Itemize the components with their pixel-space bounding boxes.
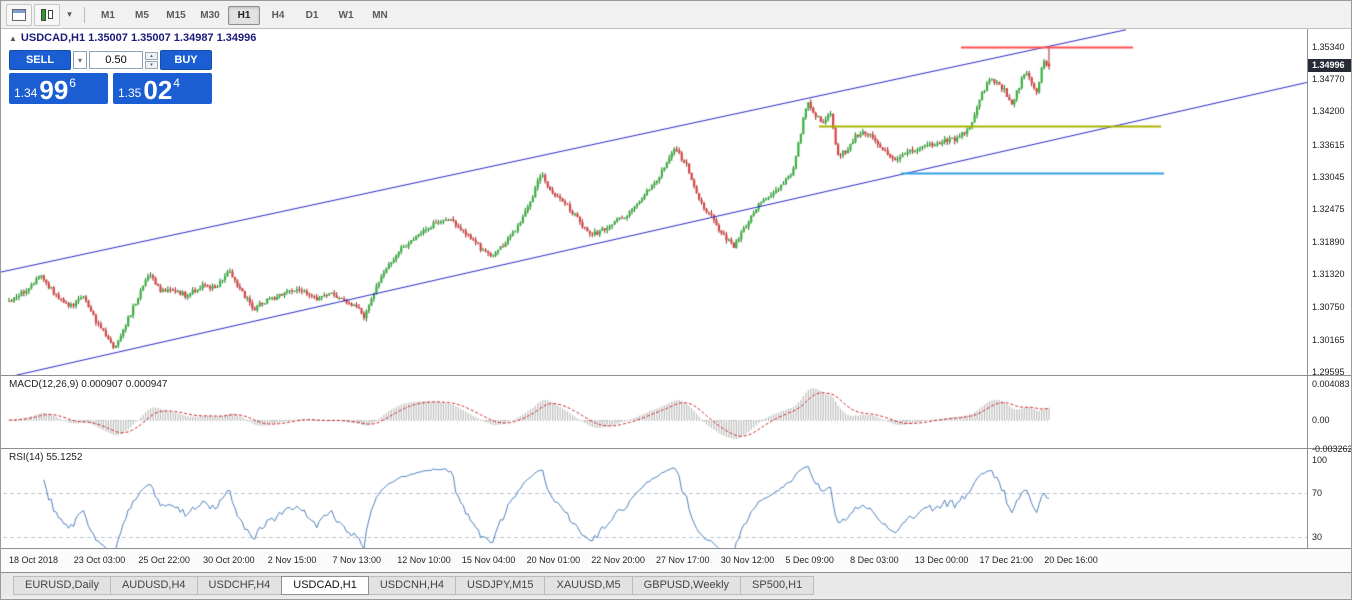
time-axis-label: 2 Nov 15:00 [267, 555, 317, 565]
one-click-row-top: SELL ▾ ▴ ▾ BUY [9, 50, 212, 70]
price-axis-label: 1.32475 [1312, 204, 1345, 215]
timeframe-button-m15[interactable]: M15 [166, 9, 186, 21]
chart-tabs-bar: EURUSD,Daily AUDUSD,H4 USDCHF,H4 USDCAD,H1 U… [1, 573, 1351, 597]
rsi-canvas[interactable] [1, 449, 1351, 548]
candle-glyph [48, 10, 53, 19]
macd-label: MACD(12,26,9) 0.000907 0.000947 [9, 379, 168, 390]
volume-dropdown-button[interactable]: ▾ [73, 51, 87, 69]
rsi-axis-label: 30 [1312, 532, 1323, 542]
volume-input[interactable] [89, 51, 143, 69]
bid-point: 6 [69, 76, 76, 90]
macd-axis-label: 0.004083 [1312, 379, 1350, 389]
time-axis-label: 17 Dec 21:00 [979, 555, 1034, 565]
buy-button[interactable]: BUY [160, 50, 212, 70]
time-axis-label: 7 Nov 13:00 [332, 555, 382, 565]
chart-tab-usdchf-h4[interactable]: USDCHF,H4 [196, 576, 283, 595]
candle-glyph [41, 8, 46, 21]
price-axis-label: 1.30750 [1312, 301, 1345, 312]
price-axis[interactable]: 1.35340 1.34770 1.34200 1.33615 1.33045 1.324… [1308, 1, 1352, 573]
volume-spinner: ▴ ▾ [145, 51, 158, 69]
current-price-tag: 1.34996 [1308, 59, 1351, 73]
bid-pips: 99 [39, 75, 69, 105]
ask-pips: 02 [143, 75, 173, 105]
bid-big-figure: 1.34 [14, 86, 38, 100]
sell-price-display[interactable]: 1.34 99 6 [9, 73, 108, 104]
chart-title: USDCAD,H1 1.35007 1.35007 1.34987 1.3499… [20, 32, 257, 44]
price-axis-label: 1.35340 [1312, 42, 1345, 52]
time-axis-label: 20 Nov 01:00 [526, 555, 581, 565]
time-axis-label: 30 Oct 20:00 [203, 555, 255, 565]
chart-title-row: ▲ USDCAD,H1 1.35007 1.35007 1.34987 1.349… [9, 32, 256, 44]
one-click-row-prices: 1.34 99 6 1.35 02 4 [9, 73, 212, 104]
timeframe-toolbar: M1 M5 M15 M30 H1 H4 D1 W1 MN [91, 5, 397, 25]
price-axis-label: 1.30165 [1312, 334, 1345, 345]
macd-canvas[interactable] [1, 376, 1351, 448]
time-axis-label: 20 Dec 16:00 [1044, 555, 1098, 565]
price-axis-label: 1.34770 [1312, 74, 1345, 85]
time-axis-label: 25 Oct 22:00 [138, 555, 190, 565]
chart-tab-usdjpy-m15[interactable]: USDJPY,M15 [455, 576, 546, 595]
chart-style-caret-icon[interactable]: ▾ [67, 9, 72, 19]
time-axis[interactable]: 18 Oct 2018 23 Oct 03:00 25 Oct 22:00 30 Oc… [1, 549, 1351, 573]
sell-button[interactable]: SELL [9, 50, 71, 70]
price-axis-label: 1.33045 [1312, 171, 1345, 182]
time-axis-label: 15 Nov 04:00 [461, 555, 516, 565]
timeframe-button-m30[interactable]: M30 [200, 9, 220, 21]
timeframe-button-m1[interactable]: M1 [101, 9, 115, 21]
price-chart-canvas[interactable] [1, 29, 1351, 375]
rsi-axis-label: 70 [1312, 488, 1323, 498]
toolbar-separator [84, 6, 85, 23]
volume-up-button[interactable]: ▴ [145, 51, 158, 60]
macd-axis-label: 0.00 [1312, 415, 1330, 425]
timeframe-button-h1[interactable]: H1 [228, 5, 260, 25]
timeframe-button-h4[interactable]: H4 [271, 9, 285, 21]
time-axis-label: 23 Oct 03:00 [73, 555, 126, 565]
buy-price-display[interactable]: 1.35 02 4 [113, 73, 212, 104]
time-axis-label: 13 Dec 00:00 [914, 555, 969, 565]
ask-big-figure: 1.35 [118, 86, 142, 100]
price-axis-label: 1.33615 [1312, 139, 1345, 150]
chart-tab-usdcad-h1[interactable]: USDCAD,H1 [281, 576, 369, 595]
timeframe-button-d1[interactable]: D1 [305, 9, 319, 21]
time-axis-label: 22 Nov 20:00 [591, 555, 645, 565]
time-axis-label: 30 Nov 12:00 [720, 555, 775, 565]
time-axis-label: 27 Nov 17:00 [656, 555, 710, 565]
timeframe-button-w1[interactable]: W1 [338, 9, 354, 21]
price-axis-label: 1.29595 [1312, 367, 1345, 377]
candlestick-style-icon[interactable] [34, 3, 60, 26]
timeframe-button-mn[interactable]: MN [372, 9, 388, 21]
price-axis-label: 1.31320 [1312, 269, 1345, 280]
collapse-one-click-arrow-icon[interactable]: ▲ [9, 34, 17, 43]
timeframe-button-m5[interactable]: M5 [135, 9, 149, 21]
chart-tab-sp500-h1[interactable]: SP500,H1 [740, 576, 815, 595]
price-axis-label: 1.31890 [1312, 237, 1345, 248]
chart-tab-gbpusd-weekly[interactable]: GBPUSD,Weekly [631, 576, 742, 595]
macd-indicator-panel: MACD(12,26,9) 0.000907 0.000947 [1, 376, 1351, 449]
rsi-axis-label: 100 [1312, 455, 1328, 465]
chart-tab-audusd-h4[interactable]: AUDUSD,H4 [109, 576, 198, 595]
toolbar: ▾ M1 M5 M15 M30 H1 H4 D1 W1 MN [1, 1, 1351, 29]
time-axis-label: 18 Oct 2018 [9, 555, 59, 565]
ask-point: 4 [173, 76, 180, 90]
time-axis-label: 5 Dec 09:00 [785, 555, 834, 565]
chart-tab-eurusd-daily[interactable]: EURUSD,Daily [13, 576, 111, 595]
price-chart-panel: ▲ USDCAD,H1 1.35007 1.35007 1.34987 1.349… [1, 29, 1351, 376]
time-axis-label: 8 Dec 03:00 [850, 555, 899, 565]
window-icon [12, 8, 26, 21]
chart-tab-xauusd-m5[interactable]: XAUUSD,M5 [544, 576, 633, 595]
chart-window-icon[interactable] [6, 3, 32, 26]
price-axis-label: 1.34200 [1312, 106, 1345, 117]
volume-down-button[interactable]: ▾ [145, 60, 158, 69]
rsi-indicator-panel: RSI(14) 55.1252 [1, 449, 1351, 549]
macd-axis-label: -0.003262 [1312, 443, 1352, 454]
price-axis-separator [1307, 29, 1308, 549]
rsi-label: RSI(14) 55.1252 [9, 452, 83, 463]
chart-tab-usdcnh-h4[interactable]: USDCNH,H4 [367, 576, 457, 595]
time-axis-label: 12 Nov 10:00 [397, 555, 451, 565]
